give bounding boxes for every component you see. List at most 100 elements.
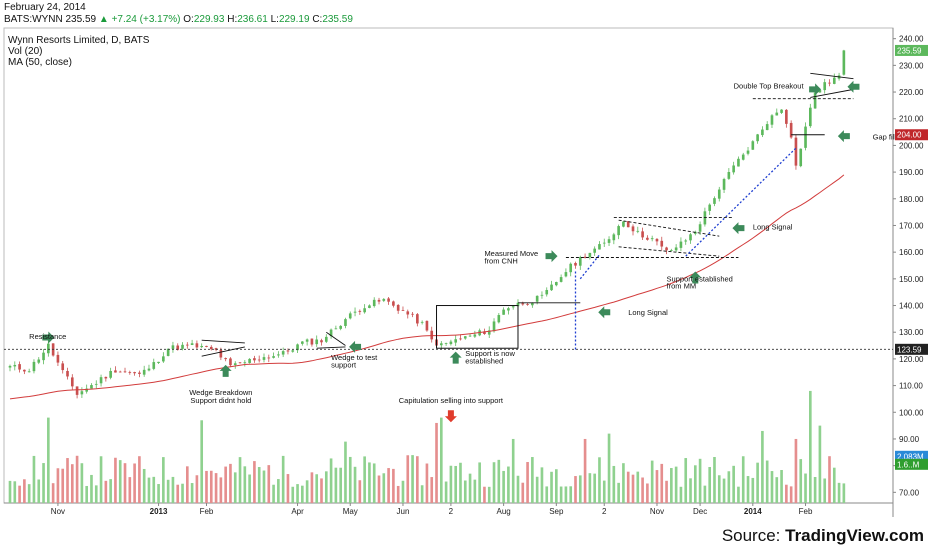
price-tick-label: 100.00 bbox=[899, 408, 924, 417]
volume-legend[interactable]: Vol (20) bbox=[8, 46, 43, 57]
volume-bar bbox=[90, 474, 93, 503]
volume-bar bbox=[368, 462, 371, 503]
candle-body bbox=[238, 362, 242, 364]
candle-body bbox=[588, 252, 592, 258]
time-tick-label: Sep bbox=[549, 507, 564, 516]
volume-bar bbox=[698, 458, 702, 503]
volume-bar bbox=[61, 468, 65, 503]
drawing-line bbox=[316, 346, 346, 349]
price-badge bbox=[895, 44, 928, 56]
volume-bar bbox=[492, 462, 496, 503]
volume-bar bbox=[607, 433, 611, 503]
volume-bar bbox=[761, 430, 764, 503]
candle-body bbox=[545, 289, 549, 295]
volume-bar bbox=[147, 477, 151, 503]
volume-bar bbox=[315, 474, 319, 503]
low-value: 229.19 bbox=[278, 14, 310, 25]
drawing-line bbox=[618, 219, 720, 237]
candle-body bbox=[257, 359, 261, 361]
price-badge-label: 235.59 bbox=[897, 46, 922, 55]
candle-body bbox=[142, 369, 146, 375]
candle-body bbox=[660, 240, 664, 247]
candle-body bbox=[99, 377, 103, 384]
volume-bar bbox=[339, 467, 342, 503]
volume-bar bbox=[382, 473, 386, 503]
time-tick-label: Nov bbox=[51, 507, 65, 516]
volume-bar bbox=[444, 481, 448, 503]
volume-bar bbox=[483, 486, 486, 503]
volume-bar bbox=[166, 479, 170, 503]
ma-legend[interactable]: MA (50, close) bbox=[8, 57, 72, 68]
candle-body bbox=[483, 331, 486, 334]
price-badge-label: 123.59 bbox=[897, 345, 922, 354]
candle-body bbox=[693, 231, 697, 234]
candle-body bbox=[281, 351, 285, 355]
volume-bar bbox=[18, 485, 21, 503]
candle-body bbox=[550, 284, 553, 291]
annotation-label: Long Signal bbox=[628, 308, 668, 317]
candle-body bbox=[468, 335, 472, 337]
volume-bar bbox=[641, 477, 644, 503]
volume-bar bbox=[583, 438, 587, 503]
candle-body bbox=[123, 371, 127, 373]
volume-bar bbox=[104, 480, 108, 503]
annotation-label: Support is now bbox=[465, 349, 515, 358]
candle-body bbox=[152, 362, 156, 369]
drawing-line bbox=[618, 246, 720, 257]
open-label: O: bbox=[183, 14, 194, 25]
arrow-up-icon bbox=[449, 351, 462, 364]
volume-bar bbox=[94, 485, 98, 503]
volume-bar bbox=[281, 455, 285, 503]
volume-bar bbox=[578, 475, 582, 503]
candle-body bbox=[310, 338, 314, 345]
candle-body bbox=[559, 277, 563, 282]
candle-body bbox=[492, 321, 496, 332]
drawing-line bbox=[201, 346, 245, 357]
price-tick-label: 170.00 bbox=[899, 221, 924, 230]
candle-body bbox=[799, 148, 803, 167]
candle-body bbox=[90, 385, 93, 389]
candle-body bbox=[334, 328, 338, 330]
candle-body bbox=[363, 308, 366, 313]
annotation-label: Long Signal bbox=[753, 222, 793, 231]
high-value: 236.61 bbox=[237, 14, 268, 25]
volume-bar bbox=[171, 476, 175, 503]
candle-body bbox=[344, 319, 347, 326]
candle-body bbox=[818, 90, 822, 93]
price-tick-label: 180.00 bbox=[899, 195, 924, 204]
volume-bar bbox=[348, 456, 352, 503]
close-value: 235.59 bbox=[322, 14, 353, 25]
time-tick-label: May bbox=[343, 507, 358, 516]
candle-body bbox=[416, 314, 419, 324]
candle-body bbox=[756, 134, 759, 142]
volume-bar bbox=[655, 470, 659, 503]
moving-average-line bbox=[9, 174, 845, 400]
candle-body bbox=[713, 198, 716, 204]
chart-date: February 24, 2014 bbox=[4, 2, 86, 13]
volume-bar bbox=[559, 486, 563, 503]
candle-body bbox=[737, 158, 740, 167]
volume-bar bbox=[324, 471, 328, 503]
candle-body bbox=[770, 115, 774, 125]
volume-bar bbox=[248, 474, 251, 503]
volume-bar bbox=[301, 485, 304, 503]
price-tick-label: 150.00 bbox=[899, 275, 924, 284]
arrow-left-icon bbox=[837, 130, 850, 143]
volume-bar bbox=[13, 481, 17, 503]
price-badge-label: 2.083M bbox=[897, 452, 924, 461]
volume-bar bbox=[23, 479, 26, 503]
candle-body bbox=[785, 109, 788, 124]
volume-bar bbox=[545, 486, 549, 503]
candle-body bbox=[746, 150, 750, 154]
candle-body bbox=[521, 303, 525, 305]
candle-body bbox=[56, 354, 60, 363]
candle-body bbox=[372, 299, 376, 307]
volume-bar bbox=[693, 465, 697, 503]
volume-bar bbox=[713, 456, 716, 503]
volume-bar bbox=[114, 457, 117, 503]
candle-body bbox=[209, 346, 213, 350]
annotation-label: Support established bbox=[667, 275, 733, 284]
candle-body bbox=[646, 237, 649, 240]
candle-body bbox=[741, 154, 745, 160]
